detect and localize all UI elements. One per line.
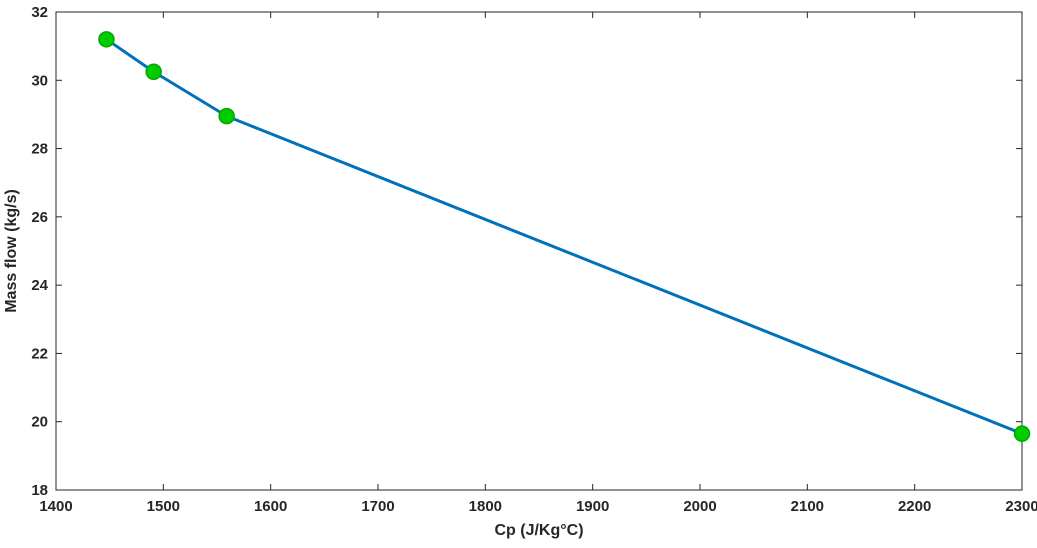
y-tick-label: 32 [31, 4, 48, 21]
y-tick-label: 30 [31, 72, 48, 89]
x-tick-label: 1700 [361, 498, 394, 515]
y-tick-label: 26 [31, 209, 48, 226]
x-tick-label: 1500 [147, 498, 180, 515]
y-axis-label: Mass flow (kg/s) [3, 189, 20, 313]
y-tick-label: 20 [31, 414, 48, 431]
y-tick-label: 24 [31, 277, 48, 294]
x-tick-label: 2000 [683, 498, 716, 515]
x-axis-label: Cp (J/Kg°C) [494, 522, 583, 539]
x-tick-label: 1400 [39, 498, 72, 515]
data-point-marker [98, 31, 115, 48]
data-point-marker [1013, 425, 1031, 442]
x-tick-label: 2100 [791, 498, 824, 515]
x-tick-label: 1600 [254, 498, 287, 515]
y-tick-label: 28 [31, 141, 48, 158]
x-tick-label: 1800 [469, 498, 502, 515]
x-tick-label: 2200 [898, 498, 931, 515]
y-tick-label: 18 [31, 482, 48, 499]
data-point-marker [145, 63, 162, 80]
x-tick-label: 1900 [576, 498, 609, 515]
axes-box [55, 11, 1023, 491]
x-tick-label: 2300 [1005, 498, 1037, 515]
data-point-marker [218, 107, 235, 125]
series-line [104, 37, 1024, 436]
y-tick-label: 22 [31, 345, 48, 362]
